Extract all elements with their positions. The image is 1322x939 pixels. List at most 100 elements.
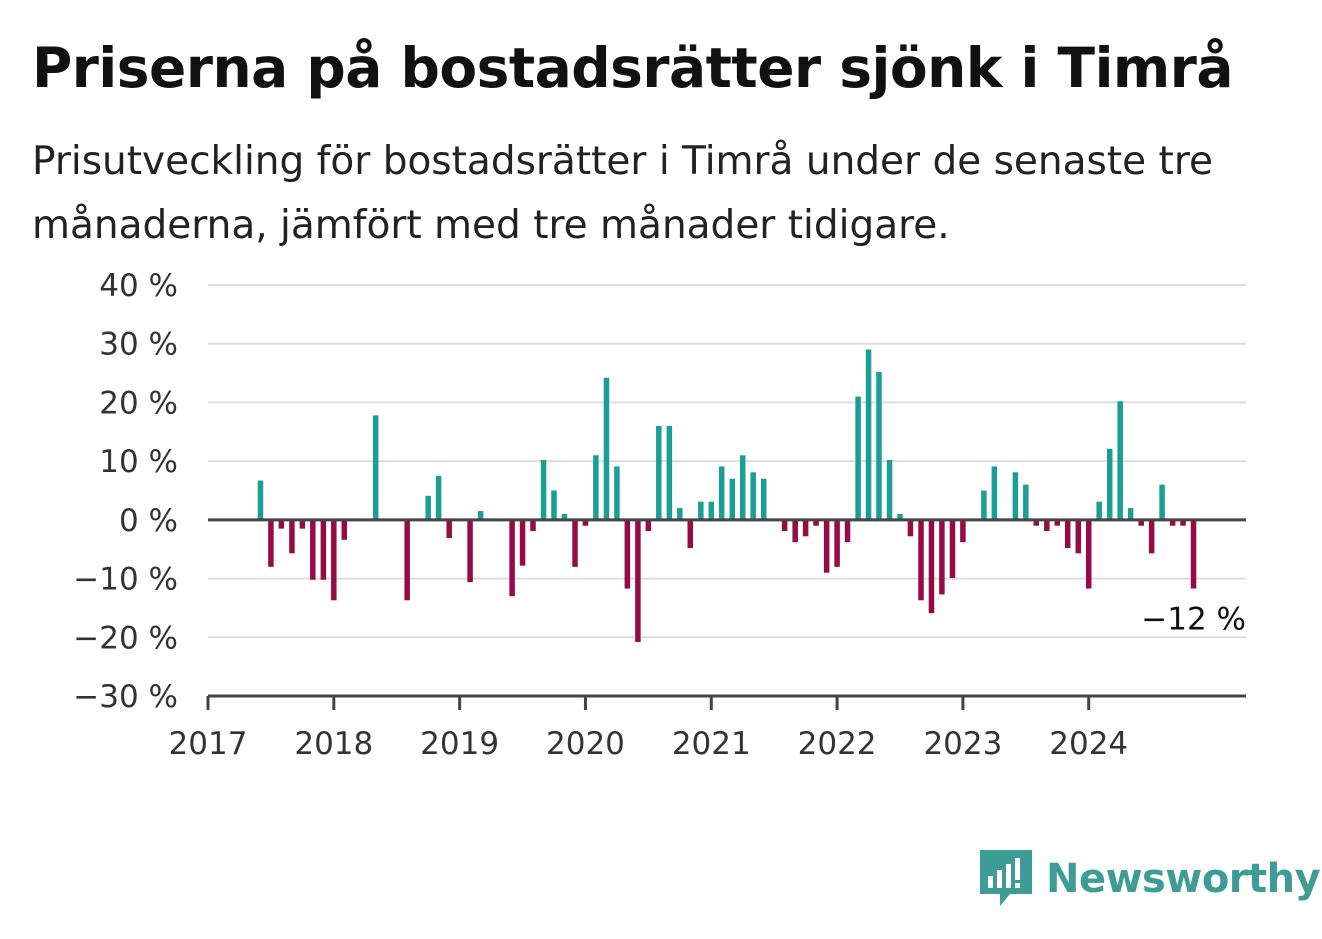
x-tick-label: 2017: [169, 726, 248, 762]
y-axis-labels: −30 % −20 % −10 % 0 % 10 % 20 % 30 % 40 %: [73, 268, 178, 715]
bar: [949, 519, 956, 578]
bar: [572, 519, 578, 567]
bar: [1169, 519, 1176, 526]
bar: [729, 478, 736, 520]
bar: [1117, 401, 1123, 520]
bar: [435, 475, 442, 520]
bar: [582, 519, 589, 526]
bar: [467, 519, 473, 583]
bar: [844, 519, 851, 543]
x-tick-label: 2022: [798, 726, 877, 762]
bar: [1096, 501, 1102, 520]
last-value-label: −12 %: [1141, 601, 1246, 637]
axes: [206, 518, 1246, 710]
x-tick-label: 2019: [420, 726, 499, 762]
bar: [760, 478, 767, 520]
bar: [1138, 519, 1144, 526]
bar: [687, 519, 694, 549]
bar: [750, 472, 756, 520]
bar: [372, 415, 379, 520]
bar: [1127, 508, 1134, 520]
bar: [739, 455, 746, 520]
bar-chart: −30 %−20 %−10 %0 %10 %20 %30 %40 % 2017 2…: [73, 268, 1249, 762]
bar: [718, 466, 725, 520]
bar: [813, 519, 819, 526]
bar: [1159, 484, 1165, 520]
bar: [1012, 472, 1019, 520]
bar: [289, 519, 295, 554]
brand-logo: Newsworthy: [980, 850, 1321, 908]
gridlines: [208, 284, 1246, 639]
bar: [299, 519, 306, 529]
bar: [551, 490, 557, 520]
y-tick-label: −20 %: [73, 620, 178, 656]
chart-subtitle: Prisutveckling för bostadsrätter i Timrå…: [32, 139, 1214, 248]
x-tick-label: 2020: [546, 726, 625, 762]
x-tick-label: 2024: [1049, 726, 1128, 762]
bar: [1106, 448, 1113, 520]
bar: [781, 519, 788, 532]
bar: [1044, 519, 1050, 532]
bar: [1054, 519, 1061, 526]
newsworthy-logo-icon: [980, 850, 1032, 906]
bar: [645, 519, 652, 532]
bar: [802, 519, 809, 537]
bar: [960, 519, 966, 543]
bar: [593, 455, 599, 520]
y-tick-label: 0 %: [119, 503, 178, 539]
bar: [540, 459, 547, 520]
y-tick-label: 10 %: [99, 444, 178, 480]
bar: [677, 508, 683, 520]
y-tick-label: 30 %: [99, 327, 178, 363]
bar: [614, 466, 620, 520]
bar: [509, 519, 515, 597]
bar: [1033, 519, 1040, 526]
bar: [1075, 519, 1082, 554]
chart-title: Priserna på bostadsrätter sjönk i Timrå: [32, 36, 1233, 100]
bar: [341, 519, 348, 540]
bar: [876, 371, 882, 520]
bar: [939, 519, 945, 595]
y-tick-label: −30 %: [73, 679, 178, 715]
bar: [886, 459, 893, 520]
bar: [310, 519, 316, 580]
x-tick-label: 2018: [294, 726, 373, 762]
bar: [635, 519, 641, 642]
bar: [624, 519, 631, 589]
x-tick-label: 2021: [672, 726, 751, 762]
bar: [1148, 519, 1155, 554]
bar: [907, 519, 914, 537]
bar: [855, 396, 861, 520]
x-tick-label: 2023: [923, 726, 1002, 762]
annotations: −12 %: [1138, 598, 1249, 640]
bar: [320, 519, 327, 580]
bar: [404, 519, 410, 601]
bar: [1023, 484, 1029, 520]
bar: [865, 349, 872, 520]
bar: [519, 519, 526, 566]
bar: [666, 425, 673, 520]
bar: [698, 501, 704, 520]
bar: [823, 519, 830, 573]
y-tick-label: 40 %: [99, 268, 178, 304]
y-tick-label: −10 %: [73, 562, 178, 598]
bar: [792, 519, 798, 543]
x-axis-labels: 2017 2018 2019 2020 2021 2022 2023 2024: [169, 726, 1129, 762]
bar: [897, 513, 903, 520]
bar: [656, 425, 662, 520]
bar: [477, 511, 484, 520]
bar: [918, 519, 924, 601]
bar: [708, 501, 715, 520]
bar: [1064, 519, 1071, 549]
bar: [1085, 519, 1092, 589]
bar: [446, 519, 452, 539]
bar: [257, 480, 264, 520]
bar: [834, 519, 840, 567]
bar: [561, 513, 568, 520]
y-tick-label: 20 %: [99, 385, 178, 421]
bar: [1190, 519, 1197, 589]
bar: [425, 495, 431, 520]
bar: [530, 519, 536, 532]
bar: [268, 519, 274, 567]
bar: [991, 466, 998, 520]
